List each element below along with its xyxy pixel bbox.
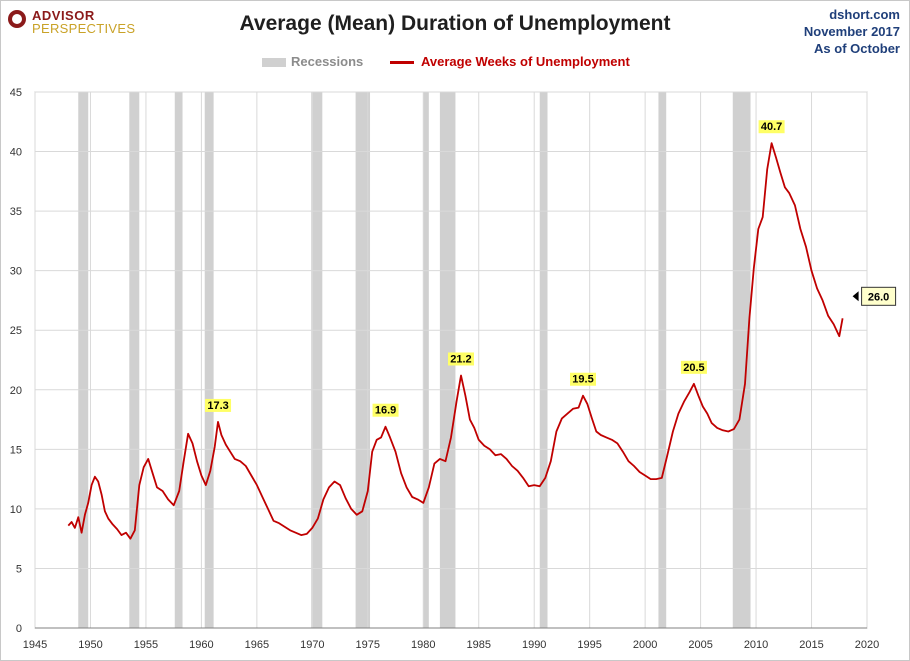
logo-text-line1: ADVISOR [32, 8, 95, 23]
y-tick-label: 0 [16, 623, 22, 635]
peak-label-bg [372, 403, 399, 417]
y-tick-label: 10 [10, 504, 22, 516]
legend-series-label: Average Weeks of Unemployment [421, 54, 630, 69]
callout-pointer [852, 291, 859, 302]
recession-band [539, 92, 548, 628]
peak-label: 40.7 [761, 121, 782, 133]
recession-band [129, 92, 140, 628]
y-tick-label: 20 [10, 385, 22, 397]
x-tick-label: 1945 [23, 639, 47, 651]
x-tick-label: 2010 [744, 639, 768, 651]
legend-series-swatch [390, 61, 414, 64]
x-tick-label: 1985 [466, 639, 490, 651]
x-tick-label: 1960 [189, 639, 213, 651]
peak-label-bg [570, 372, 597, 386]
x-tick-label: 1995 [577, 639, 601, 651]
chart-title: Average (Mean) Duration of Unemployment [239, 12, 671, 35]
peak-label-bg [447, 352, 474, 366]
legend-recession-swatch [262, 58, 286, 67]
y-tick-label: 30 [10, 266, 22, 278]
peak-label: 17.3 [207, 400, 228, 412]
callout-box [861, 286, 897, 306]
recession-band [732, 92, 751, 628]
x-tick-label: 1975 [356, 639, 380, 651]
compass-logo-icon [8, 10, 26, 28]
recession-band [658, 92, 667, 628]
recession-band [204, 92, 214, 628]
peak-label: 21.2 [450, 353, 471, 365]
current-value-label: 26.0 [868, 291, 889, 303]
y-tick-label: 40 [10, 147, 22, 159]
recession-band [174, 92, 183, 628]
recession-band [423, 92, 429, 628]
x-tick-label: 1965 [245, 639, 269, 651]
recession-band [78, 92, 89, 628]
y-tick-label: 15 [10, 444, 22, 456]
peak-label-bg [680, 360, 707, 374]
source-info: dshort.com November 2017 As of October [804, 6, 900, 57]
recession-band [439, 92, 456, 628]
legend-recession-label: Recessions [291, 54, 364, 69]
x-tick-label: 1990 [522, 639, 546, 651]
x-tick-label: 1955 [134, 639, 158, 651]
peak-label: 16.9 [375, 405, 396, 417]
y-tick-label: 45 [10, 87, 22, 99]
source-date: November 2017 [803, 24, 900, 39]
y-tick-label: 25 [10, 325, 22, 337]
logo-text-line2: PERSPECTIVES [32, 21, 136, 36]
y-tick-label: 5 [16, 563, 22, 575]
recession-band [311, 92, 323, 628]
x-tick-label: 2000 [633, 639, 657, 651]
peak-label: 19.5 [572, 374, 593, 386]
x-tick-label: 2005 [688, 639, 712, 651]
series-line [67, 142, 844, 540]
x-tick-label: 2020 [855, 639, 879, 651]
peak-label-bg [205, 398, 232, 412]
x-tick-label: 2015 [799, 639, 823, 651]
y-tick-label: 35 [10, 206, 22, 218]
x-tick-label: 1980 [411, 639, 435, 651]
source-site: dshort.com [829, 7, 900, 22]
advisor-perspectives-logo: ADVISOR PERSPECTIVES [8, 8, 138, 38]
peak-label-bg [758, 120, 785, 134]
x-tick-label: 1950 [78, 639, 102, 651]
peak-label: 20.5 [683, 362, 704, 374]
x-tick-label: 1970 [300, 639, 324, 651]
source-asof: As of October [814, 41, 900, 56]
